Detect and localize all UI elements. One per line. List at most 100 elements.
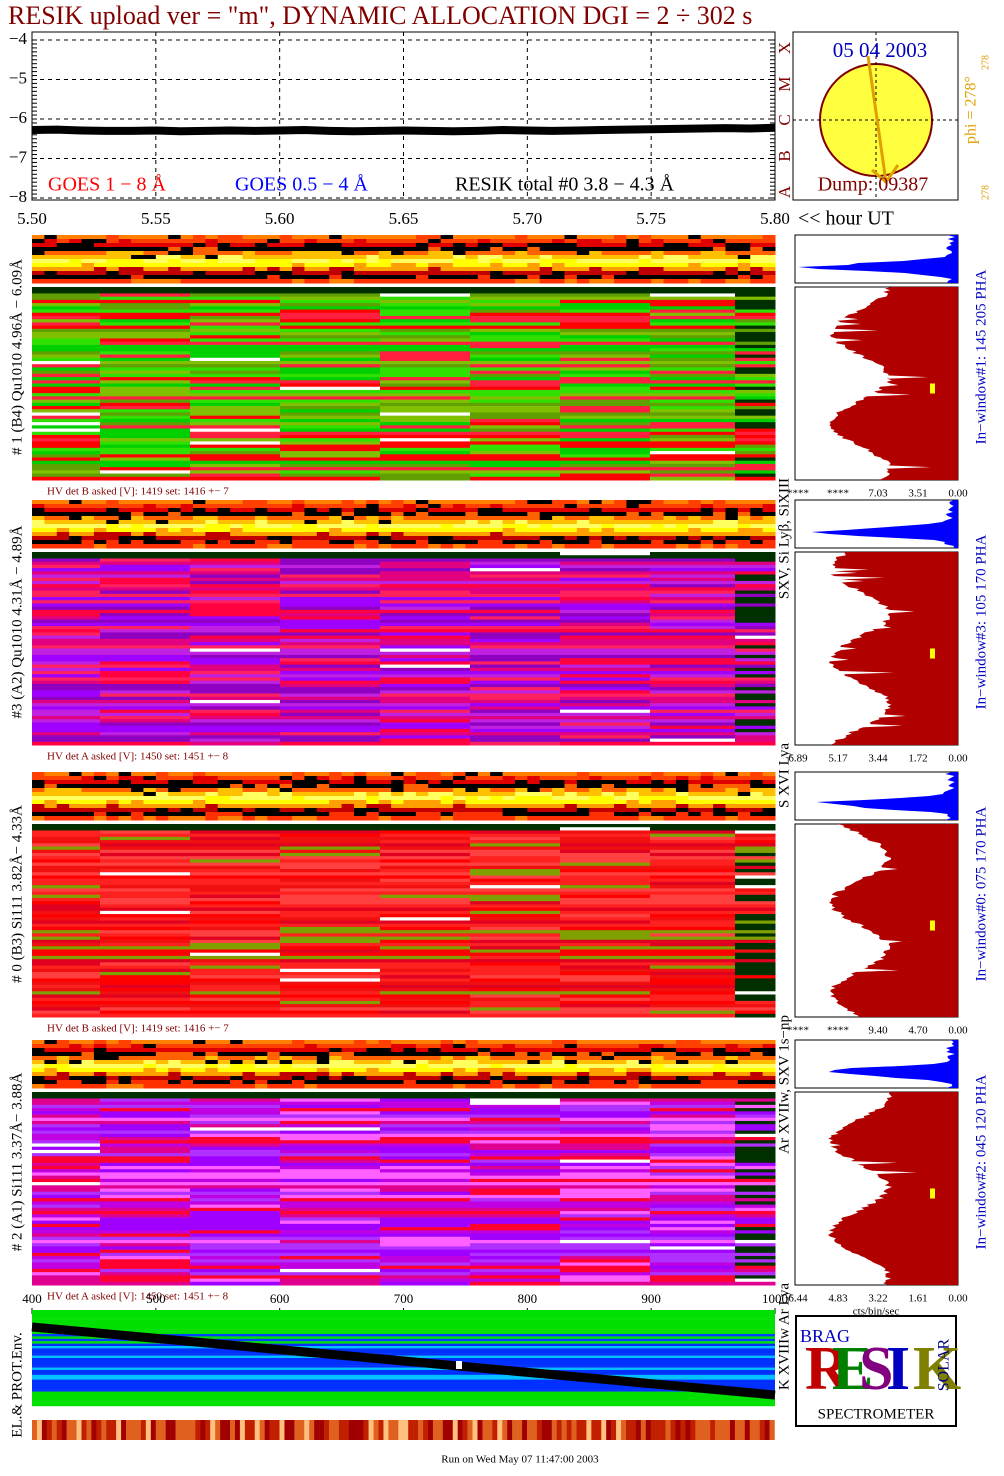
heatmap-cell [391,1060,404,1065]
heatmap-cell [56,508,70,513]
heatmap-cell [725,524,739,529]
heatmap-cell [378,516,392,521]
heatmap-cell [32,312,101,317]
heatmap-cell [428,1084,442,1089]
heatmap-cell [650,1101,736,1106]
heatmap-cell [380,303,471,307]
heatmap-cell [190,622,281,627]
heatmap-cell [380,1124,471,1128]
heatmap-cell [650,949,736,954]
heatmap-cell [32,1204,101,1209]
heatmap-cell [440,504,454,509]
heatmap-cell [190,930,281,934]
heatmap-cell [366,239,380,244]
heatmap-cell [614,800,627,805]
heatmap-cell [626,1084,640,1089]
heatmap-cell [428,1048,442,1053]
heatmap-cell [168,816,182,821]
heatmap-cell [242,500,256,505]
heatmap-cell [514,255,528,260]
heatmap-cell [143,1056,157,1061]
heatmap-cell [552,1084,565,1089]
heatmap-cell [380,457,471,462]
heatmap-cell [180,259,194,264]
heatmap-cell [205,1048,219,1053]
heatmap-cell [465,508,479,513]
heatmap-cell [614,816,627,821]
heatmap-cell [100,846,191,851]
heatmap-cell [650,287,736,291]
heatmap-cell [477,808,491,813]
heatmap-cell [32,1098,101,1103]
heatmap-cell [560,1117,651,1122]
heatmap-cell [378,536,392,541]
heatmap-cell [190,415,281,420]
heatmap-cell [651,1060,665,1065]
heatmap-cell [651,267,665,272]
heatmap-cell [242,1060,256,1065]
heatmap-cell [329,500,343,505]
heatmap-cell [403,784,417,789]
heatmap-cell [750,776,764,781]
heatmap-cell [735,577,776,582]
heatmap-cell [100,306,191,311]
heatmap-cell [735,975,776,979]
heatmap-cell [735,635,776,640]
heatmap-cell [380,926,471,931]
heatmap-cell [366,1076,380,1081]
heatmap-cell [391,255,404,260]
heatmap-cell [688,540,702,545]
heatmap-cell [415,1040,429,1045]
heatmap-cell [100,577,191,582]
heatmap-cell [601,788,615,793]
heatmap-cell [650,920,736,925]
heatmap-cell [378,1068,392,1073]
heatmap-cell [380,843,471,848]
heatmap-cell [700,772,714,777]
heatmap-cell [190,447,281,452]
heatmap-cell [380,1182,471,1186]
heatmap-cell [254,536,268,541]
heatmap-cell [93,279,107,284]
heatmap-cell [626,504,640,509]
heatmap-cell [650,580,736,585]
heatmap-cell [470,447,561,452]
heatmap-cell [81,259,95,264]
heatmap-cell [750,780,764,785]
heatmap-cell [380,852,471,857]
heatmap-cell [56,1064,70,1069]
heatmap-cell [650,564,736,569]
heatmap-cell [735,467,776,471]
heatmap-cell [190,648,281,653]
heatmap-cell [100,470,191,475]
heatmap-cell [560,878,651,883]
heatmap-cell [651,255,665,260]
heatmap-cell [155,235,169,240]
heatmap-cell [675,251,689,256]
heatmap-cell [280,1194,381,1199]
heatmap-cell [560,290,651,294]
heatmap-cell [735,412,776,417]
heatmap-cell [380,894,471,899]
heatmap-cell [280,441,381,446]
heatmap-cell [380,558,471,563]
heatmap-cell [280,431,381,436]
heatmap-cell [93,504,107,509]
heatmap-cell [341,516,355,521]
heatmap-cell [341,536,355,541]
heatmap-cell [44,247,58,252]
heatmap-cell [650,425,736,430]
heatmap-cell [44,1056,58,1061]
heatmap-cell [453,1060,466,1065]
heatmap-cell [118,279,132,284]
heatmap-cell [514,271,528,276]
heatmap-cell [155,544,169,549]
heatmap-cell [453,1084,466,1089]
heatmap-cell [380,696,471,701]
heatmap-cell [380,859,471,864]
heatmap-cell [564,271,578,276]
heatmap-cell [69,247,83,252]
heatmap-cell [650,732,736,736]
heatmap-cell [564,263,578,268]
heatmap-cell [56,500,70,505]
